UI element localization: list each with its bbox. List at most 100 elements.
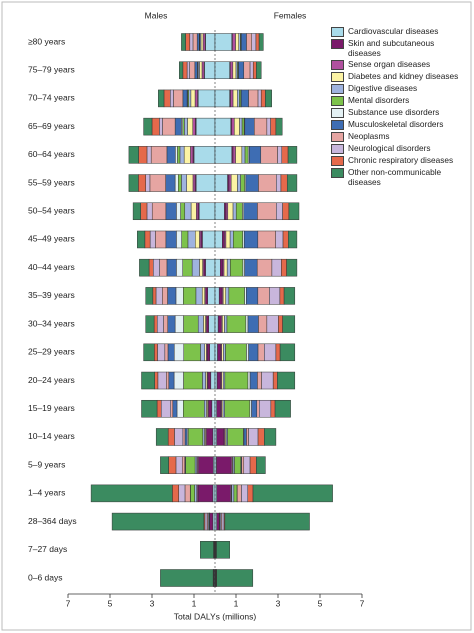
bar-segment	[214, 61, 230, 79]
legend-item: Cardiovascular diseases	[331, 26, 471, 37]
bar-segment	[248, 89, 259, 108]
bar-segment	[202, 428, 205, 446]
bar-segment	[162, 287, 168, 305]
bar-segment	[146, 146, 152, 164]
legend-item: Digestive diseases	[331, 83, 471, 94]
bar-segment	[223, 343, 226, 362]
bar-segment	[189, 61, 196, 79]
bar-segment	[226, 258, 231, 277]
bar-segment	[251, 399, 258, 418]
bar-segment	[167, 343, 175, 362]
legend-swatch	[331, 156, 344, 166]
bar-segment	[230, 61, 234, 79]
bar-segment	[177, 146, 181, 164]
bar-segment	[214, 371, 218, 390]
bar-segment	[211, 399, 216, 418]
y-tick-label: 30–34 years	[28, 318, 75, 328]
bar-segment	[222, 287, 226, 305]
bar-segment	[286, 174, 298, 192]
bar-segment	[159, 117, 163, 136]
bar-segment	[166, 258, 177, 277]
bar-segment	[234, 117, 240, 136]
bar-segment	[243, 230, 259, 249]
bar-segment	[174, 428, 184, 446]
bar-segment	[244, 287, 247, 305]
bar-segment	[257, 89, 262, 108]
bar-segment	[128, 174, 139, 192]
bar-segment	[225, 343, 247, 362]
bar-segment	[183, 343, 201, 362]
bar-segment	[249, 399, 252, 418]
bar-segment	[233, 484, 238, 503]
bar-segment	[231, 484, 235, 503]
bar-segment	[224, 371, 249, 390]
bar-segment	[164, 343, 169, 362]
bar-segment	[225, 202, 229, 221]
legend-label: Substance use disorders	[348, 107, 440, 117]
bar-segment	[173, 371, 184, 390]
y-tick-label: 15–19 years	[28, 403, 75, 413]
bar-segment	[287, 146, 298, 164]
bar-segment	[168, 456, 177, 474]
bar-segment	[242, 258, 245, 277]
bar-segment	[183, 315, 199, 333]
bar-segment	[128, 146, 139, 164]
bar-segment	[176, 399, 184, 418]
bar-segment	[232, 202, 237, 221]
bar-segment	[202, 33, 206, 51]
bar-segment	[143, 343, 155, 362]
bar-segment	[229, 230, 234, 249]
bar-segment	[168, 371, 175, 390]
bar-segment	[200, 33, 204, 51]
bar-segment	[207, 287, 216, 305]
bar-segment	[270, 117, 277, 136]
bar-segment	[243, 456, 251, 474]
bar-segment	[196, 202, 199, 221]
bar-segment	[246, 33, 252, 51]
y-tick-label: 28–364 days	[28, 516, 77, 526]
bar-segment	[265, 89, 272, 108]
bar-segment	[196, 33, 200, 51]
bar-segment	[163, 89, 171, 108]
legend-label: Digestive diseases	[348, 83, 418, 93]
bar-segment	[264, 428, 277, 446]
bar-segment	[190, 484, 195, 503]
legend-swatch	[331, 27, 344, 37]
bar-segment	[144, 230, 151, 249]
bar-segment	[181, 174, 187, 192]
legend-item: Sense organ diseases	[331, 59, 471, 70]
bar-segment	[179, 146, 185, 164]
bar-segment	[228, 174, 232, 192]
bar-segment	[278, 315, 283, 333]
y-tick-label: 20–24 years	[28, 375, 75, 385]
legend-label: Neurological disorders	[348, 143, 431, 153]
bar-segment	[241, 117, 245, 136]
bar-segment	[182, 258, 193, 277]
bar-segment	[256, 61, 262, 79]
bar-segment	[248, 428, 259, 446]
legend-label: Skin and subcutaneous diseases	[348, 38, 435, 58]
bar-segment	[138, 174, 146, 192]
bar-segment	[200, 343, 205, 362]
bar-segment	[206, 428, 214, 446]
legend-item: Diabetes and kidney diseases	[331, 71, 471, 82]
bar-segment	[190, 202, 197, 221]
legend-item: Skin and subcutaneous diseases	[331, 38, 471, 58]
bar-segment	[183, 371, 203, 390]
bar-segment	[179, 61, 184, 79]
legend-item: Neurological disorders	[331, 143, 471, 154]
bar-segment	[203, 315, 206, 333]
x-tick-label: 1	[192, 598, 197, 608]
bar-segment	[241, 484, 249, 503]
bar-segment	[232, 33, 236, 51]
bar-segment	[165, 174, 176, 192]
bar-segment	[214, 202, 225, 221]
bar-segment	[182, 89, 188, 108]
bar-segment	[237, 484, 242, 503]
x-axis-label: Total DALYs (millions)	[174, 611, 257, 621]
y-tick-label: 5–9 years	[28, 459, 65, 469]
legend-item: Chronic respiratory diseases	[331, 155, 471, 166]
bar-segment	[216, 456, 232, 474]
bar-segment	[170, 399, 174, 418]
